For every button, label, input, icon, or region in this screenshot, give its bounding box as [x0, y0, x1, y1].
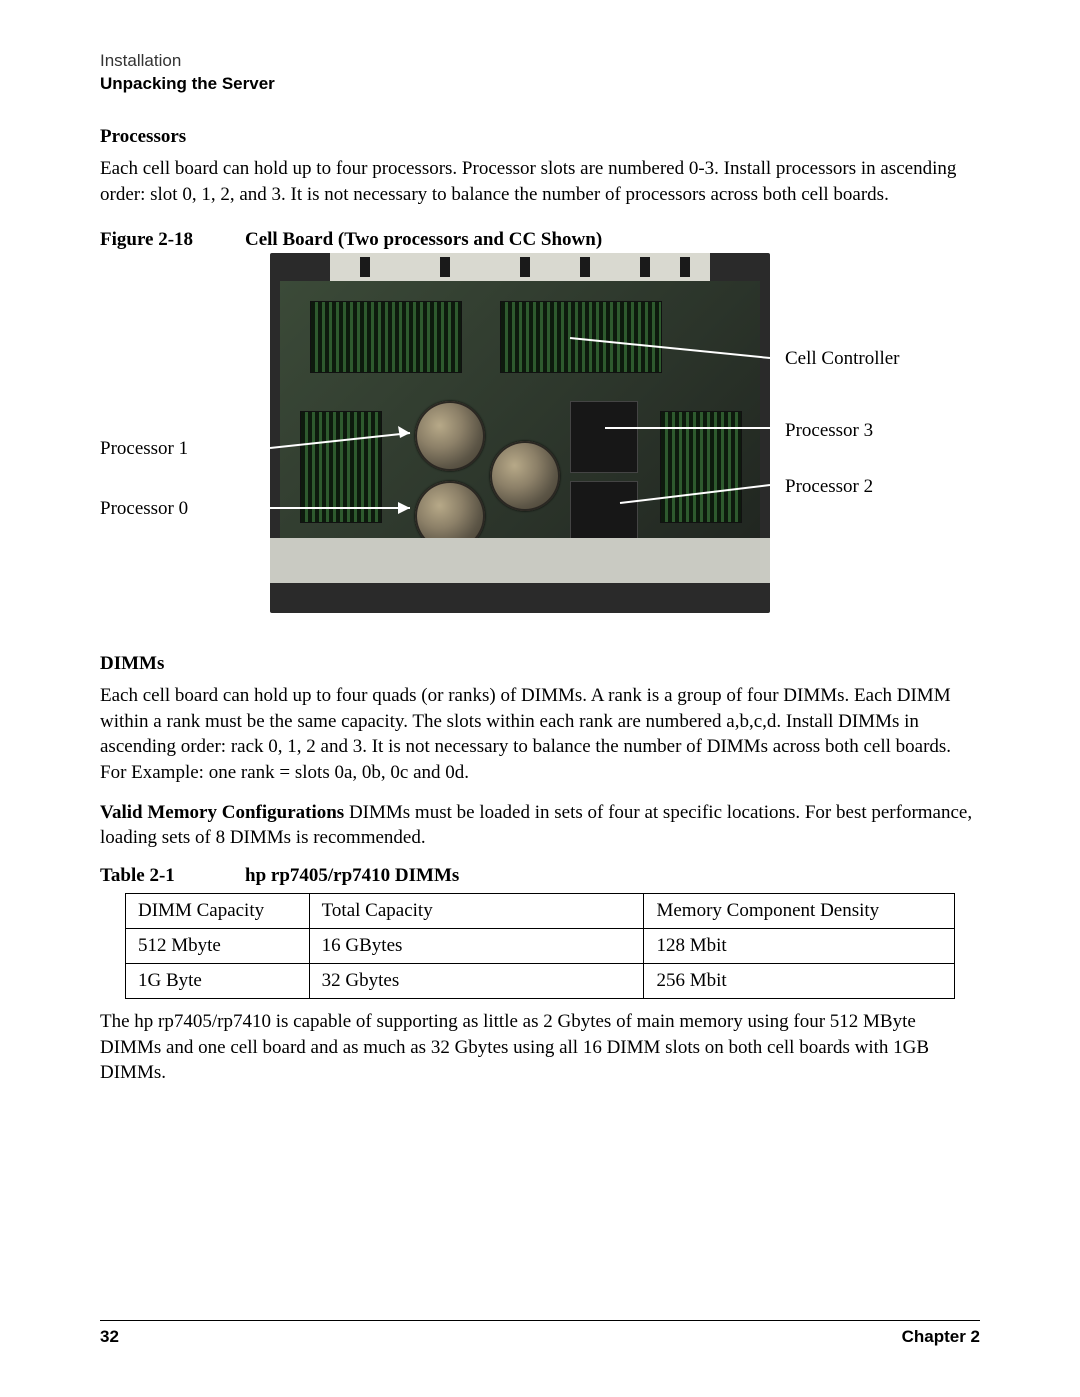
valid-memory-lead: Valid Memory Configurations	[100, 802, 344, 823]
table-cell: 1G Byte	[126, 964, 310, 999]
table-row: 512 Mbyte 16 GBytes 128 Mbit	[126, 929, 955, 964]
page-header: Installation Unpacking the Server	[100, 50, 980, 96]
table-cell: 16 GBytes	[309, 929, 644, 964]
figure-caption: Figure 2-18 Cell Board (Two processors a…	[100, 229, 980, 251]
callout-lines-svg	[270, 253, 770, 613]
processors-heading: Processors	[100, 126, 980, 148]
header-section-label: Unpacking the Server	[100, 73, 980, 96]
callout-processor-0: Processor 0	[100, 498, 188, 520]
table-header-cell: Total Capacity	[309, 894, 644, 929]
table-number: Table 2-1	[100, 865, 245, 887]
footer-chapter: Chapter 2	[902, 1327, 980, 1347]
table-header-cell: DIMM Capacity	[126, 894, 310, 929]
table-header-row: DIMM Capacity Total Capacity Memory Comp…	[126, 894, 955, 929]
valid-memory-paragraph: Valid Memory Configurations DIMMs must b…	[100, 800, 980, 851]
table-after-paragraph: The hp rp7405/rp7410 is capable of suppo…	[100, 1009, 980, 1086]
table-cell: 256 Mbit	[644, 964, 955, 999]
processors-paragraph: Each cell board can hold up to four proc…	[100, 156, 980, 207]
table-cell: 512 Mbyte	[126, 929, 310, 964]
page-footer: 32 Chapter 2	[100, 1320, 980, 1347]
page-number: 32	[100, 1327, 119, 1347]
table-caption: Table 2-1 hp rp7405/rp7410 DIMMs	[100, 865, 980, 887]
figure-block: Processor 1 Processor 0 Cell Controller …	[100, 253, 980, 633]
table-header-cell: Memory Component Density	[644, 894, 955, 929]
cell-board-photo	[270, 253, 770, 613]
callout-processor-1: Processor 1	[100, 438, 188, 460]
header-chapter: Installation	[100, 50, 980, 73]
callout-cell-controller: Cell Controller	[785, 348, 900, 370]
table-cell: 32 Gbytes	[309, 964, 644, 999]
figure-number: Figure 2-18	[100, 229, 245, 251]
dimms-paragraph: Each cell board can hold up to four quad…	[100, 683, 980, 786]
dimms-heading: DIMMs	[100, 653, 980, 675]
document-page: Installation Unpacking the Server Proces…	[0, 0, 1080, 1397]
dimm-table: DIMM Capacity Total Capacity Memory Comp…	[125, 893, 955, 999]
callout-processor-3: Processor 3	[785, 420, 873, 442]
table-title: hp rp7405/rp7410 DIMMs	[245, 865, 459, 887]
table-row: 1G Byte 32 Gbytes 256 Mbit	[126, 964, 955, 999]
callout-processor-2: Processor 2	[785, 476, 873, 498]
table-cell: 128 Mbit	[644, 929, 955, 964]
figure-title: Cell Board (Two processors and CC Shown)	[245, 229, 602, 251]
